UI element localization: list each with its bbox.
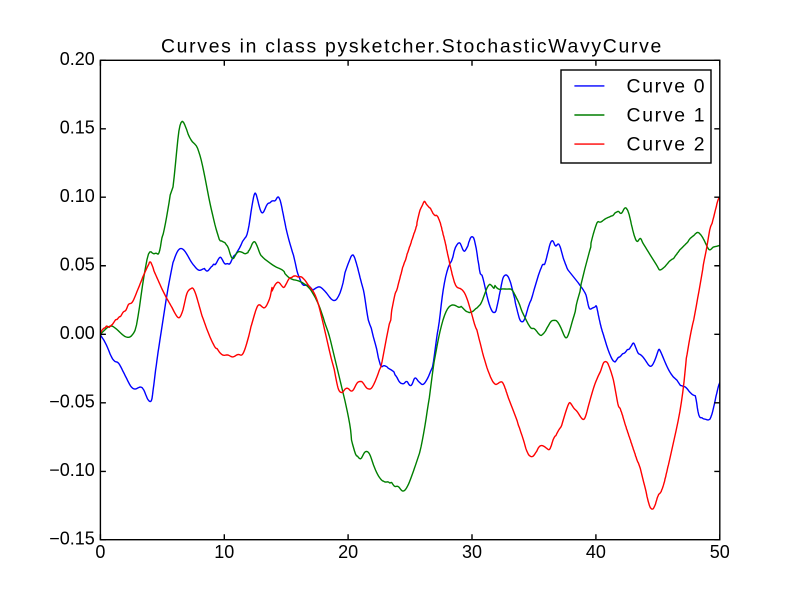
svg-text:−0.15: −0.15 — [49, 528, 95, 548]
svg-text:−0.10: −0.10 — [49, 460, 95, 480]
svg-text:Curve 1: Curve 1 — [627, 105, 707, 127]
svg-text:10: 10 — [214, 542, 234, 562]
svg-text:Curves in class pysketcher.Sto: Curves in class pysketcher.StochasticWav… — [161, 36, 663, 58]
svg-text:50: 50 — [710, 542, 730, 562]
svg-text:0: 0 — [95, 542, 105, 562]
svg-text:Curve 2: Curve 2 — [627, 134, 707, 156]
svg-text:0.15: 0.15 — [60, 118, 95, 138]
svg-text:Curve 0: Curve 0 — [627, 76, 707, 98]
svg-text:20: 20 — [338, 542, 358, 562]
svg-text:40: 40 — [586, 542, 606, 562]
svg-text:−0.05: −0.05 — [49, 392, 95, 412]
svg-text:0.10: 0.10 — [60, 186, 95, 206]
svg-text:0.20: 0.20 — [60, 49, 95, 69]
svg-text:0.05: 0.05 — [60, 254, 95, 274]
svg-text:30: 30 — [462, 542, 482, 562]
svg-text:0.00: 0.00 — [60, 323, 95, 343]
